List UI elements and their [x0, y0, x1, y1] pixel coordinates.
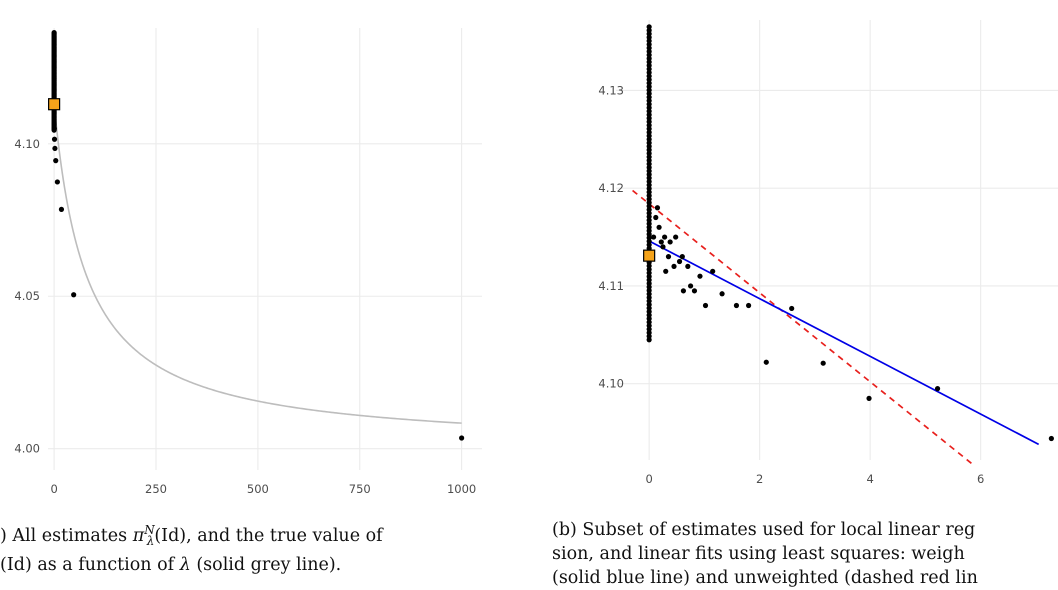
panel-b-estimate-point [710, 268, 716, 274]
panel-b-x-tick-label: 2 [756, 472, 763, 486]
panel-a-x-tick-label: 0 [50, 482, 57, 496]
panel-b-estimate-point [719, 291, 725, 297]
panel-b-x-tick-label: 0 [645, 472, 652, 486]
panel-b-estimate-point [746, 302, 752, 309]
panel-b-estimate-point [733, 302, 740, 309]
panel-a-estimate-point [51, 136, 58, 142]
panel-a-estimate-point [58, 206, 65, 212]
panel-b-y-tick-label: 4.12 [598, 181, 624, 195]
panel-b-estimate-point [1048, 435, 1054, 442]
panel-b-y-tick-label: 4.10 [598, 377, 624, 391]
panel-b-estimate-point [653, 214, 659, 221]
panel-b-estimate-point [680, 288, 687, 294]
caption-b: (b) Subset of estimates used for local l… [552, 518, 978, 590]
panel-a-estimate-point [52, 145, 58, 152]
panel-a-y-tick-label: 4.05 [14, 289, 40, 303]
panel-b-estimate-point [671, 263, 677, 269]
panel-b-estimate-point [679, 254, 685, 260]
panel-b-estimate-point [820, 360, 826, 366]
panel-b-plot: 0 2 4 6 4.10 4.11 4.12 4.13 [598, 20, 1058, 486]
caption-b-line2: sion, and linear fits using least square… [552, 544, 965, 564]
panel-a-y-tick-label: 4.00 [14, 442, 40, 456]
panel-a-estimate-point [459, 435, 465, 441]
panel-b-estimate-point [662, 234, 668, 240]
panel-a-estimate-point [51, 125, 57, 132]
panel-a-x-tick-label: 500 [247, 482, 269, 496]
panel-a-y-tick-label: 4.10 [14, 137, 40, 151]
panel-b-estimate-point [650, 234, 657, 240]
panel-a-estimate-point [54, 179, 60, 185]
panel-b-estimate-point [654, 205, 661, 211]
panel-b-estimate-point [673, 234, 679, 240]
panel-b-y-tick-label: 4.13 [598, 83, 624, 97]
panel-b-estimate-point [676, 258, 683, 265]
caption-a-line2: (Id) as a function of λ (solid grey line… [0, 555, 342, 576]
panel-b-estimate-point [789, 305, 795, 312]
panel-b-estimate-point [763, 359, 769, 365]
panel-a-x-tick-label: 750 [349, 482, 371, 496]
panel-a-x-tick-label: 1000 [447, 482, 476, 496]
panel-b-estimate-point [665, 254, 672, 260]
panel-a-naive-estimate-marker [48, 98, 61, 111]
panel-b-weighted-fit-line [648, 240, 1040, 446]
caption-b-line3: (solid blue line) and unweighted (dashed… [552, 568, 978, 588]
panel-b-estimate-point [663, 268, 669, 274]
panel-b-x-tick-label: 4 [866, 472, 873, 486]
panel-b-estimate-point [660, 244, 666, 250]
panel-b-estimate-point [934, 386, 941, 392]
panel-b-estimate-point [866, 395, 872, 401]
panel-b-estimate-point [658, 239, 664, 245]
panel-a-estimate-point [51, 29, 57, 36]
panel-b-x-tick-label: 6 [977, 472, 984, 486]
panel-b-y-tick-label: 4.11 [598, 279, 624, 293]
panel-a-x-tick-label: 250 [145, 482, 167, 496]
panel-b-unweighted-fit-line [632, 189, 973, 465]
caption-a: ) All estimates πNλ(Id), and the true va… [0, 518, 383, 577]
panel-b-estimate-point [667, 239, 673, 245]
caption-b-line1: (b) Subset of estimates used for local l… [552, 520, 976, 540]
caption-a-line1: ) All estimates πNλ(Id), and the true va… [0, 523, 383, 549]
panel-b-estimate-point [685, 263, 691, 269]
panel-b-estimate-point [656, 224, 662, 230]
panel-b-estimate-point [691, 288, 698, 294]
panel-a-plot: 0 250 500 750 1000 4.00 4.05 4.10 [14, 28, 482, 496]
panel-b-estimate-point [687, 283, 694, 289]
panel-b-naive-estimate-marker [643, 249, 656, 262]
panel-b-estimate-point [702, 302, 709, 309]
panel-b-estimate-point [646, 24, 652, 30]
panel-a-estimate-point [53, 158, 59, 164]
panel-a-estimate-point [71, 292, 77, 298]
panel-b-estimate-point [697, 273, 703, 279]
panel-a-true-value-line [53, 103, 462, 424]
